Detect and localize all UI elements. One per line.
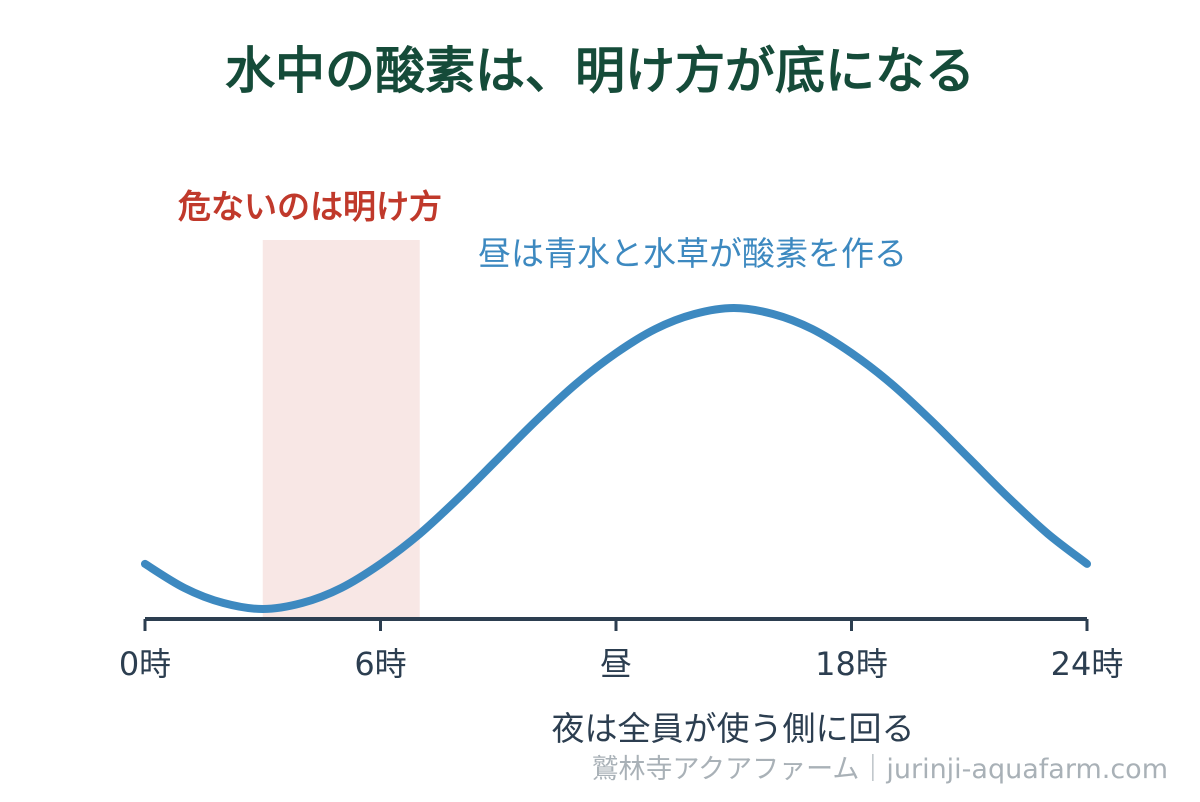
dawn-danger-band [262,240,420,619]
page-title: 水中の酸素は、明け方が底になる [225,42,975,100]
daytime-oxygen-label: 昼は青水と水草が酸素を作る [478,234,907,273]
x-tick-label-2: 昼 [600,645,632,683]
x-tick-label-4: 24時 [1051,645,1124,683]
x-tick-label-0: 0時 [119,645,171,683]
footer-credit: 鷲林寺アクアファーム｜jurinji-aquafarm.com [592,754,1168,785]
night-oxygen-label: 夜は全員が使う側に回る [552,709,915,748]
oxygen-curve-group [141,304,1091,613]
oxygen-curve-line-0 [141,304,1091,613]
x-tick-label-3: 18時 [815,645,888,683]
x-axis-ticks: 0時 6時 昼 18時 24時 [119,619,1124,683]
dawn-danger-label: 危ないのは明け方 [178,187,442,226]
x-tick-label-1: 6時 [354,645,406,683]
